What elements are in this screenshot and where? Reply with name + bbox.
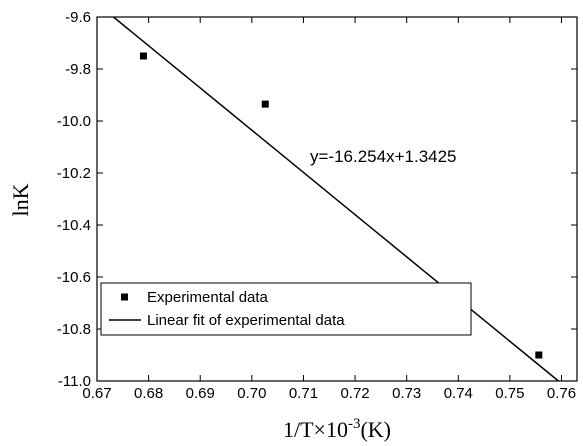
y-tick-label: -11.0 bbox=[58, 373, 91, 390]
x-tick-label: 0.71 bbox=[289, 385, 318, 402]
x-axis-title-sup: -3 bbox=[348, 416, 361, 432]
y-tick-label: -10.0 bbox=[57, 113, 91, 130]
y-tick-label: -10.8 bbox=[57, 321, 91, 338]
data-point bbox=[261, 100, 269, 108]
x-tick-label: 0.76 bbox=[547, 385, 576, 402]
legend-label: Linear fit of experimental data bbox=[147, 312, 345, 329]
legend-label: Experimental data bbox=[147, 289, 269, 306]
data-point bbox=[139, 52, 147, 60]
x-tick-label: 0.68 bbox=[134, 385, 163, 402]
x-tick-label: 0.69 bbox=[186, 385, 215, 402]
legend-marker bbox=[121, 293, 128, 301]
x-axis-title: 1/T×10-3(K) bbox=[283, 416, 391, 442]
y-tick-label: -10.4 bbox=[57, 217, 91, 234]
y-axis-title: lnK bbox=[8, 183, 33, 216]
y-tick-label: -10.2 bbox=[57, 165, 91, 182]
x-tick-label: 0.72 bbox=[340, 385, 369, 402]
data-point bbox=[535, 351, 543, 359]
plot-frame bbox=[96, 16, 578, 382]
x-tick-label: 0.73 bbox=[392, 385, 421, 402]
x-tick-label: 0.75 bbox=[495, 385, 524, 402]
fit-line bbox=[113, 16, 559, 382]
fit-equation: y=-16.254x+1.3425 bbox=[310, 147, 457, 166]
y-tick-label: -9.8 bbox=[65, 61, 91, 78]
x-tick-label: 0.67 bbox=[82, 385, 111, 402]
x-axis-title-main: 1/T×10 bbox=[283, 417, 348, 442]
x-axis-title-unit: (K) bbox=[360, 417, 391, 442]
x-tick-label: 0.70 bbox=[237, 385, 266, 402]
y-tick-label: -10.6 bbox=[57, 269, 91, 286]
x-tick-label: 0.74 bbox=[444, 385, 473, 402]
y-tick-label: -9.6 bbox=[65, 9, 91, 26]
legend-box bbox=[100, 282, 472, 336]
